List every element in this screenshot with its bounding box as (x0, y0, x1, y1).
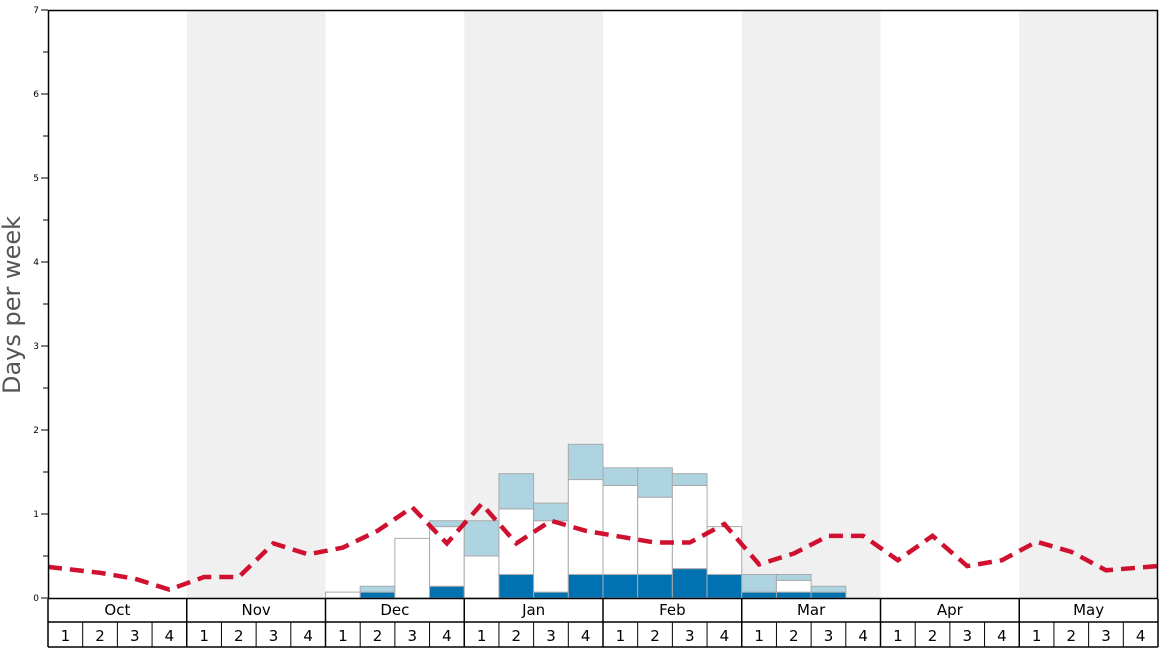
month-label-nov: Nov (241, 601, 270, 619)
bar-segment-0-week-22 (810, 591, 847, 599)
bar-segment-0-week-19 (706, 573, 743, 599)
y-tick-label: 7 (33, 6, 39, 16)
x-axis: Oct 1 2 3 4 Nov 1 2 3 4 Dec 1 2 3 4 Jan 1 2 3 4 Feb 1 2 3 4 Mar 1 2… (47, 599, 1159, 648)
bar-series (325, 443, 847, 599)
month-label-feb: Feb (659, 601, 686, 619)
week-label: 2 (373, 627, 383, 645)
bar-segment-1-week-8 (325, 591, 361, 599)
week-label: 1 (754, 627, 764, 645)
bar-segment-0-week-15 (567, 573, 604, 599)
y-axis-label: Days per week (0, 216, 26, 394)
week-label: 3 (824, 627, 834, 645)
week-label: 2 (95, 627, 105, 645)
week-label: 1 (199, 627, 209, 645)
week-label: 4 (1136, 627, 1146, 645)
week-label: 3 (546, 627, 556, 645)
week-label: 2 (234, 627, 244, 645)
month-label-dec: Dec (380, 601, 409, 619)
bar-segment-1-week-11 (429, 526, 465, 587)
bar-segment-0-week-11 (429, 585, 465, 599)
bar-segment-0-week-21 (775, 591, 812, 599)
bar-segment-1-week-17 (637, 496, 673, 575)
week-label: 2 (1067, 627, 1077, 645)
month-band-mar (741, 10, 881, 598)
month-band-may (1019, 10, 1158, 598)
month-label-mar: Mar (797, 601, 826, 619)
bar-segment-1-week-18 (671, 484, 708, 570)
bar-segment-2-week-11 (429, 520, 465, 528)
week-label: 4 (858, 627, 868, 645)
bar-segment-2-week-15 (567, 443, 604, 481)
bar-segment-1-week-21 (775, 579, 812, 593)
week-label: 4 (303, 627, 313, 645)
y-tick-label: 0 (33, 594, 39, 604)
bar-segment-0-week-20 (741, 591, 777, 599)
average-line-series (47, 500, 1159, 592)
bar-segment-0-week-14 (533, 591, 569, 599)
bar-segment-1-week-10 (394, 537, 431, 599)
average-line (47, 500, 1159, 592)
week-label: 1 (477, 627, 487, 645)
week-label: 3 (685, 627, 695, 645)
month-shading-bands (186, 10, 1158, 598)
week-label: 4 (442, 627, 452, 645)
week-label: 1 (1032, 627, 1042, 645)
plot-frame (47, 9, 1159, 600)
bar-segment-0-week-18 (671, 568, 708, 599)
week-label: 4 (720, 627, 730, 645)
bar-segment-2-week-17 (637, 467, 673, 498)
bar-segment-1-week-12 (463, 555, 500, 599)
y-axis: 0 1 2 3 4 5 6 7 (33, 6, 48, 604)
bar-segment-1-week-19 (706, 526, 743, 575)
month-label-may: May (1073, 601, 1104, 619)
week-label: 4 (581, 627, 591, 645)
month-label-apr: Apr (937, 601, 964, 619)
bar-segment-0-week-16 (602, 573, 639, 599)
week-label: 1 (616, 627, 626, 645)
week-label: 3 (269, 627, 279, 645)
week-label: 3 (1101, 627, 1111, 645)
week-label: 1 (893, 627, 903, 645)
month-label-jan: Jan (521, 601, 545, 619)
bar-segment-2-week-21 (775, 573, 812, 581)
week-label: 1 (61, 627, 71, 645)
bar-segment-1-week-15 (567, 479, 604, 575)
bar-segment-2-week-22 (810, 585, 847, 593)
y-tick-label: 2 (33, 426, 39, 436)
week-label: 1 (338, 627, 348, 645)
bar-segment-0-week-17 (637, 573, 673, 599)
bar-segment-2-week-18 (671, 473, 708, 486)
week-label: 2 (512, 627, 522, 645)
week-label: 2 (650, 627, 660, 645)
y-tick-label: 3 (33, 342, 39, 352)
month-label-oct: Oct (104, 601, 130, 619)
y-tick-label: 4 (33, 258, 39, 268)
bar-segment-1-week-14 (533, 520, 569, 593)
bar-segment-2-week-13 (498, 473, 535, 510)
week-label: 3 (407, 627, 417, 645)
week-label: 4 (165, 627, 175, 645)
bar-segment-2-week-14 (533, 502, 569, 522)
y-tick-label: 1 (33, 510, 39, 520)
month-band-nov (186, 10, 326, 598)
bar-segment-2-week-20 (741, 573, 777, 593)
bar-segment-0-week-13 (498, 573, 535, 599)
y-tick-label: 5 (33, 174, 39, 184)
week-label: 2 (928, 627, 938, 645)
week-label: 3 (962, 627, 972, 645)
week-label: 4 (997, 627, 1007, 645)
bar-segment-2-week-16 (602, 467, 639, 486)
week-label: 3 (130, 627, 140, 645)
bar-segment-2-week-9 (359, 585, 396, 593)
bar-segment-0-week-9 (359, 591, 396, 599)
y-tick-label: 6 (33, 90, 39, 100)
bar-segment-2-week-12 (463, 520, 500, 557)
bar-segment-1-week-16 (602, 484, 639, 575)
week-label: 2 (789, 627, 799, 645)
